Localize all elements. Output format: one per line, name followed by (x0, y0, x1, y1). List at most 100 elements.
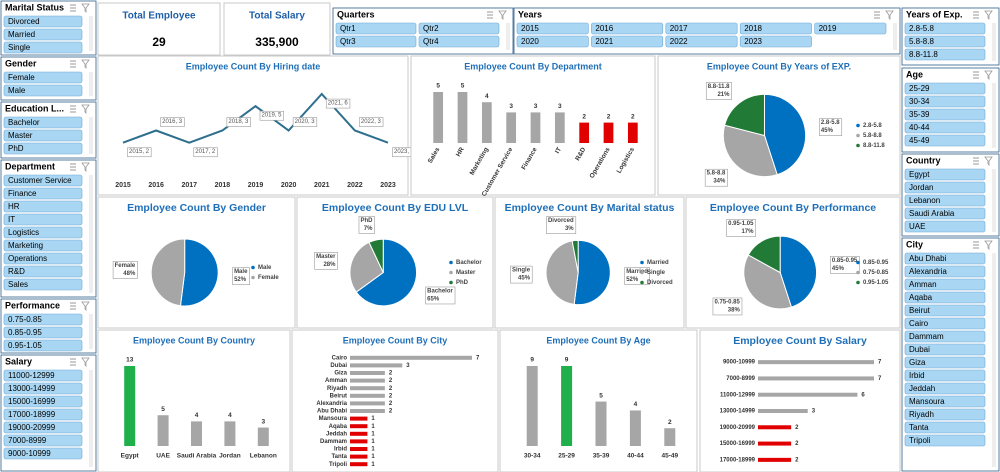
slicer-item[interactable] (335, 22, 417, 35)
slicer-item[interactable] (904, 356, 986, 369)
slicer-item[interactable] (904, 220, 986, 233)
data-label: 7 (476, 355, 480, 361)
slicer-item[interactable] (3, 382, 83, 395)
slicer-item[interactable] (516, 22, 589, 35)
slicer-item[interactable] (3, 213, 83, 226)
slicer-item[interactable] (904, 35, 986, 48)
slicer-item[interactable] (904, 252, 986, 265)
slicer-clear-filter-icon[interactable] (81, 104, 90, 114)
slicer-item[interactable] (3, 278, 83, 291)
slicer-clear-filter-icon[interactable] (81, 3, 90, 13)
slicer-item[interactable] (904, 82, 986, 95)
slicer-item[interactable] (516, 35, 589, 48)
slicer-item[interactable] (904, 48, 986, 61)
panel (223, 2, 331, 56)
slicer-item[interactable] (3, 395, 83, 408)
slicer-multiselect-icon[interactable] (973, 11, 979, 19)
slicer-item[interactable] (904, 369, 986, 382)
slicer-clear-filter-icon[interactable] (984, 10, 993, 20)
y-tick-label: 19000-20999 (720, 425, 756, 431)
slicer-item[interactable] (904, 95, 986, 108)
slicer-item[interactable] (665, 22, 738, 35)
slicer-item[interactable] (3, 339, 83, 352)
slicer-clear-filter-icon[interactable] (498, 10, 507, 20)
slicer-multiselect-icon[interactable] (70, 60, 76, 68)
slicer-multiselect-icon[interactable] (973, 157, 979, 165)
slicer-item[interactable] (591, 35, 664, 48)
slicer-item[interactable] (904, 181, 986, 194)
slicer-item[interactable] (3, 408, 83, 421)
slicer-item[interactable] (904, 382, 986, 395)
slicer-item[interactable] (904, 278, 986, 291)
slicer-item[interactable] (3, 200, 83, 213)
slicer-item[interactable] (3, 239, 83, 252)
slicer-item[interactable] (3, 434, 83, 447)
y-tick-label: Aqaba (329, 424, 348, 430)
slicer-clear-filter-icon[interactable] (885, 10, 894, 20)
slicer-clear-filter-icon[interactable] (984, 70, 993, 80)
slicer-multiselect-icon[interactable] (874, 11, 880, 19)
slicer-item[interactable] (3, 174, 83, 187)
slicer-multiselect-icon[interactable] (487, 11, 493, 19)
slicer-clear-filter-icon[interactable] (81, 357, 90, 367)
slicer-item[interactable] (3, 71, 83, 84)
slicer-item[interactable] (3, 84, 83, 97)
slicer-item[interactable] (904, 330, 986, 343)
slicer-item[interactable] (904, 168, 986, 181)
slicer-item[interactable] (904, 265, 986, 278)
slicer-multiselect-icon[interactable] (973, 241, 979, 249)
slicer-item[interactable] (3, 28, 83, 41)
slicer-item[interactable] (904, 22, 986, 35)
slicer-item[interactable] (591, 22, 664, 35)
slicer-multiselect-icon[interactable] (70, 163, 76, 171)
slicer-item[interactable] (739, 22, 812, 35)
slicer-item[interactable] (3, 447, 83, 460)
slicer-item[interactable] (3, 41, 83, 54)
slicer-item[interactable] (904, 434, 986, 447)
slicer-item[interactable] (739, 35, 812, 48)
slicer-item[interactable] (904, 108, 986, 121)
slicer-clear-filter-icon[interactable] (81, 162, 90, 172)
slicer-multiselect-icon[interactable] (70, 358, 76, 366)
slicer-item[interactable] (3, 226, 83, 239)
slicer-item[interactable] (904, 291, 986, 304)
slicer-item[interactable] (904, 207, 986, 220)
slicer-item[interactable] (3, 129, 83, 142)
pie-label-value: 52% (234, 277, 247, 283)
slicer-item[interactable] (418, 22, 500, 35)
slicer-clear-filter-icon[interactable] (81, 59, 90, 69)
slicer-item[interactable] (904, 343, 986, 356)
slicer-item[interactable] (814, 22, 887, 35)
slicer-item[interactable] (904, 134, 986, 147)
slicer-item[interactable] (3, 326, 83, 339)
slicer-clear-filter-icon[interactable] (984, 240, 993, 250)
slicer-item[interactable] (3, 265, 83, 278)
data-label: 5 (161, 406, 165, 413)
slicer-item[interactable] (3, 15, 83, 28)
slicer-item[interactable] (904, 304, 986, 317)
slicer-multiselect-icon[interactable] (70, 105, 76, 113)
slicer-item[interactable] (3, 187, 83, 200)
slicer-item[interactable] (335, 35, 417, 48)
slicer-item[interactable] (904, 395, 986, 408)
slicer-multiselect-icon[interactable] (70, 302, 76, 310)
slicer-clear-filter-icon[interactable] (984, 156, 993, 166)
slicer-item[interactable] (665, 35, 738, 48)
y-tick-label: 13000-14999 (720, 409, 756, 415)
slicer-item[interactable] (3, 313, 83, 326)
slicer-multiselect-icon[interactable] (973, 71, 979, 79)
pie-label-value: 21% (717, 92, 730, 98)
slicer-item[interactable] (904, 194, 986, 207)
slicer-multiselect-icon[interactable] (70, 4, 76, 12)
slicer-item[interactable] (3, 116, 83, 129)
slicer-item[interactable] (904, 121, 986, 134)
slicer-item[interactable] (904, 408, 986, 421)
slicer-item[interactable] (3, 421, 83, 434)
slicer-item[interactable] (904, 421, 986, 434)
slicer-clear-filter-icon[interactable] (81, 301, 90, 311)
slicer-item[interactable] (3, 252, 83, 265)
slicer-item[interactable] (418, 35, 500, 48)
slicer-item[interactable] (904, 317, 986, 330)
slicer-item[interactable] (3, 369, 83, 382)
slicer-item[interactable] (3, 142, 83, 155)
